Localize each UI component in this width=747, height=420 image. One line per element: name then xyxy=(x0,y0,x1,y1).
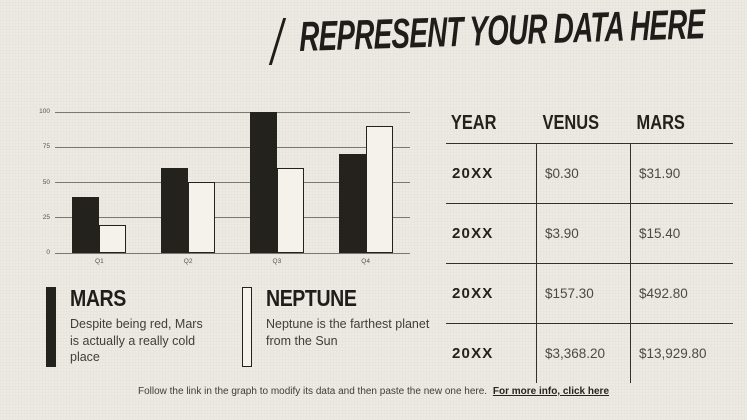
cell-value: $3.90 xyxy=(536,204,630,263)
gridline-25 xyxy=(55,217,410,219)
y-axis-tick-label: 100 xyxy=(39,108,50,115)
legend-title: NEPTUNE xyxy=(266,285,357,311)
legend-swatch-neptune xyxy=(242,287,252,367)
x-axis-category-label: Q4 xyxy=(361,258,370,265)
bar-neptune-q1 xyxy=(99,225,127,253)
data-table: YEAR VENUS MARS 20XX $0.30 $31.90 20XX $3.90 $1… xyxy=(446,104,733,383)
cell-value: $13,929.80 xyxy=(630,324,733,383)
table-row: 20XX $0.30 $31.90 xyxy=(446,144,733,204)
footer-note: Follow the link in the graph to modify i… xyxy=(0,386,747,397)
cell-year: 20XX xyxy=(452,225,494,242)
cell-year: 20XX xyxy=(452,285,494,302)
y-axis-tick-label: 75 xyxy=(42,143,50,151)
y-axis-tick-label: 0 xyxy=(46,249,50,256)
y-axis-tick-label: 50 xyxy=(42,178,50,186)
gridline-50 xyxy=(55,182,410,183)
x-axis-category-label: Q2 xyxy=(183,258,193,265)
gridline-75 xyxy=(55,146,410,148)
table-row: 20XX $157.30 $492.80 xyxy=(446,264,733,324)
footer-link[interactable]: For more info, click here xyxy=(492,386,610,397)
legend-text-mars: MARS Despite being red, Mars is actually … xyxy=(70,287,212,367)
cell-value: $157.30 xyxy=(536,264,630,323)
plot-area: 0 25 50 75 100 xyxy=(39,108,410,256)
legend-description: Despite being red, Mars is actually a re… xyxy=(70,317,203,365)
column-header-mars: MARS xyxy=(636,112,685,134)
legend-swatch-mars xyxy=(46,287,56,367)
gridline-0 xyxy=(55,252,410,254)
x-axis-category-label: Q1 xyxy=(95,258,104,265)
cell-value: $3,368.20 xyxy=(536,324,630,383)
bar-neptune-q2 xyxy=(188,182,216,253)
footer-text: Follow the link in the graph to modify i… xyxy=(137,386,488,397)
bar-mars-q2 xyxy=(161,168,189,253)
y-axis-tick-label: 25 xyxy=(42,213,50,221)
bar-mars-q3 xyxy=(249,112,277,253)
column-header-year: YEAR xyxy=(450,112,497,134)
table-row: 20XX $3.90 $15.40 xyxy=(446,204,733,264)
x-axis-category-label: Q3 xyxy=(272,258,282,265)
legend-title: MARS xyxy=(70,285,126,311)
table-header-row: YEAR VENUS MARS xyxy=(446,104,733,144)
title-slash-icon xyxy=(268,18,287,65)
column-header-venus: VENUS xyxy=(542,112,600,134)
cell-year: 20XX xyxy=(452,165,494,182)
bar-mars-q4 xyxy=(338,154,366,253)
gridline-100 xyxy=(55,111,410,113)
legend-text-neptune: NEPTUNE Neptune is the farthest planet fr… xyxy=(266,287,448,367)
table-row: 20XX $3,368.20 $13,929.80 xyxy=(446,324,733,383)
legend-item-mars: MARS Despite being red, Mars is actually … xyxy=(46,287,212,367)
cell-value: $492.80 xyxy=(630,264,733,323)
cell-value: $31.90 xyxy=(630,144,733,203)
legend-description: Neptune is the farthest planet from the … xyxy=(266,317,430,348)
cell-value: $15.40 xyxy=(630,204,733,263)
bar-neptune-q3 xyxy=(276,168,304,253)
bar-mars-q1 xyxy=(72,197,100,253)
cell-year: 20XX xyxy=(452,345,494,362)
cell-value: $0.30 xyxy=(536,144,630,203)
bar-chart[interactable]: 0 25 50 75 100 Q1 Q2 Q3 Q4 xyxy=(0,104,432,272)
legend-item-neptune: NEPTUNE Neptune is the farthest planet fr… xyxy=(242,287,448,367)
page-title-text: REPRESENT YOUR DATA HERE xyxy=(298,0,705,60)
page-title: REPRESENT YOUR DATA HERE xyxy=(268,0,747,65)
table-body: 20XX $0.30 $31.90 20XX $3.90 $15.40 20XX $157.3… xyxy=(446,144,733,383)
bar-neptune-q4 xyxy=(365,126,393,253)
